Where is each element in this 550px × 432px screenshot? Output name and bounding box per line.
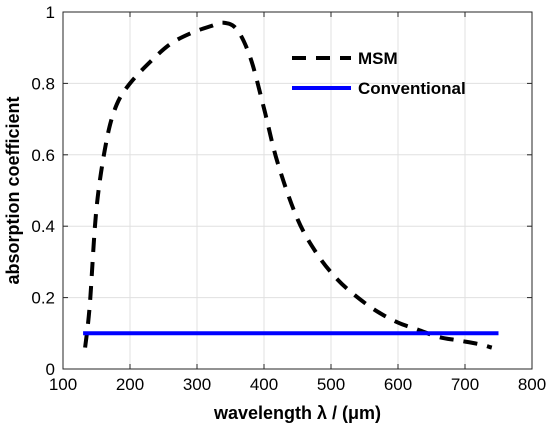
y-tick-label: 0 bbox=[46, 360, 55, 379]
y-axis-label: absorption coefficient bbox=[3, 96, 23, 284]
x-tick-label: 600 bbox=[384, 375, 412, 394]
x-axis-label: wavelength λ / (μm) bbox=[213, 403, 381, 423]
plot-frame bbox=[62, 11, 533, 370]
x-tick-label: 800 bbox=[518, 375, 546, 394]
y-tick-label: 0.8 bbox=[31, 74, 55, 93]
y-tick-label: 1 bbox=[46, 3, 55, 22]
x-tick-label: 500 bbox=[317, 375, 345, 394]
ticks: 100 200 300 400 500 600 700 800 0 0.2 0.4 0.6 0.8 1 bbox=[31, 3, 546, 394]
x-tick-label: 300 bbox=[183, 375, 211, 394]
series-line-msm bbox=[83, 20, 493, 350]
legend-label-conventional: Conventional bbox=[358, 79, 466, 98]
series-layer bbox=[83, 20, 499, 350]
x-tick-label: 400 bbox=[250, 375, 278, 394]
x-tick-label: 100 bbox=[49, 375, 77, 394]
x-tick-label: 200 bbox=[116, 375, 144, 394]
y-tick-label: 0.4 bbox=[31, 217, 55, 236]
grid bbox=[62, 11, 533, 370]
legend-label-msm: MSM bbox=[358, 49, 398, 68]
legend: MSM Conventional bbox=[292, 49, 466, 98]
y-tick-label: 0.6 bbox=[31, 146, 55, 165]
x-tick-label: 700 bbox=[451, 375, 479, 394]
y-tick-label: 0.2 bbox=[31, 289, 55, 308]
